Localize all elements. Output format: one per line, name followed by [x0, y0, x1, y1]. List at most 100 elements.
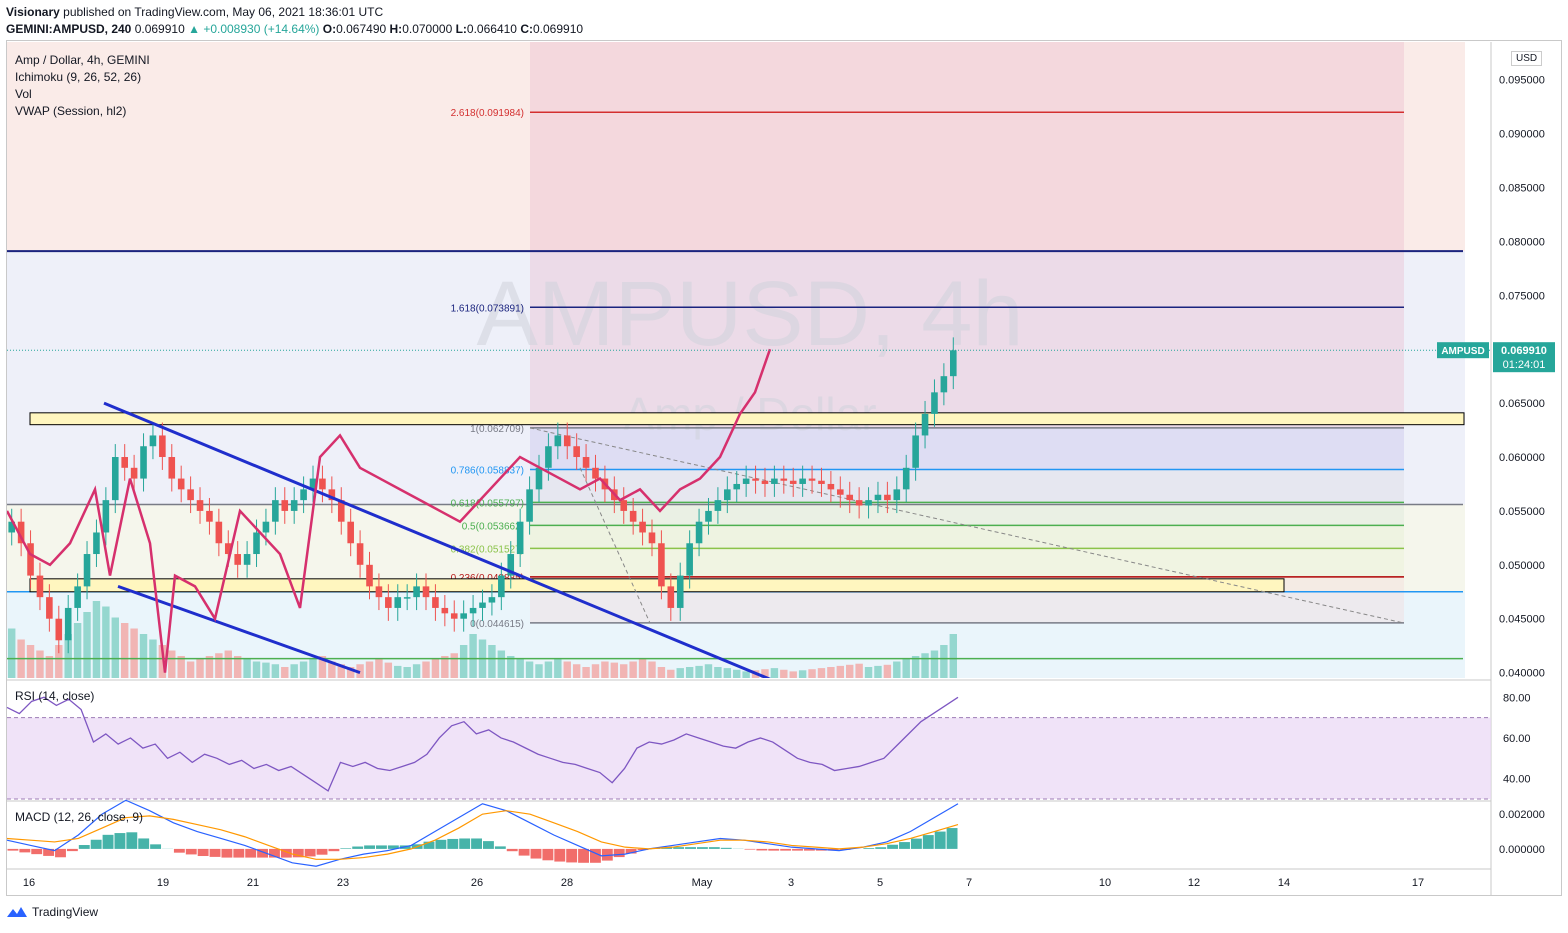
volume-bar [299, 661, 308, 678]
volume-bar [883, 664, 892, 678]
fib-level-label: 0(0.044615) [470, 619, 524, 630]
publish-date: published on TradingView.com, May 06, 20… [63, 5, 384, 19]
time-axis[interactable]: 16 19 21 23 26 28 May 3 5 7 10 12 14 17 [7, 868, 1491, 889]
volume-bar [186, 661, 195, 678]
macd-histogram-bar [696, 847, 708, 849]
macd-histogram-bar [792, 848, 803, 851]
macd-histogram-bar [708, 847, 720, 849]
candle-body [102, 500, 110, 533]
time-tick-label: 3 [788, 877, 794, 889]
macd-histogram-bar [922, 835, 934, 849]
macd-line [6, 799, 959, 867]
macd-histogram-bar [768, 848, 780, 851]
fib-zone [530, 502, 1404, 526]
macd-histogram-bar [197, 848, 209, 857]
candle-body [432, 597, 439, 608]
high-label: H: [389, 22, 403, 36]
candle-body [206, 510, 213, 522]
candle-body [403, 597, 411, 599]
rsi-band [7, 717, 1491, 799]
volume-bar [733, 669, 741, 678]
macd-histogram-bar [316, 848, 328, 855]
volume-bar [139, 634, 148, 678]
volume-bar [770, 668, 779, 678]
macd-histogram-bar [780, 848, 792, 851]
time-tick-label: 23 [337, 877, 349, 889]
candle-body [168, 457, 176, 479]
macd-legend[interactable]: MACD (12, 26, close, 9) [15, 810, 144, 824]
candle-body [884, 494, 891, 501]
footer[interactable]: TradingView [6, 905, 98, 919]
volume-bar [252, 661, 261, 678]
fib-level-label: 1.618(0.073891) [451, 303, 524, 314]
volume-bar [949, 634, 957, 678]
volume-bar [893, 661, 901, 678]
macd-histogram-bar [280, 848, 292, 858]
macd-histogram-bar [613, 848, 625, 858]
macd-histogram-bar [387, 845, 399, 849]
macd-tick-label: 0.000000 [1499, 844, 1545, 856]
macd-histogram-bar [506, 848, 518, 852]
price-axis[interactable]: 0.095000 0.090000 0.085000 0.080000 0.075000… [1437, 42, 1555, 896]
volume-bar [864, 667, 873, 678]
volume-bar [902, 658, 910, 678]
volume-bar [704, 664, 713, 678]
volume-bar [563, 661, 571, 678]
candle-body [394, 597, 402, 608]
macd-histogram-bar [304, 848, 316, 857]
symbol-tag-label: AMPUSD [1441, 346, 1484, 357]
volume-bar [243, 658, 251, 678]
volume-bar [394, 665, 402, 678]
volume-bar [196, 658, 204, 678]
candle-body [121, 457, 128, 468]
volume-bar [846, 664, 854, 678]
volume-bar [422, 661, 430, 678]
legend-title[interactable]: Amp / Dollar, 4h, GEMINI [15, 53, 150, 67]
volume-bar [36, 650, 44, 678]
projection-line [529, 427, 1405, 624]
candle-body [827, 483, 835, 490]
candle-body [545, 446, 552, 468]
candle-body [319, 478, 326, 490]
volume-bar [817, 668, 826, 678]
macd-histogram-bar [435, 839, 447, 849]
volume-bar [375, 658, 383, 678]
open-value: 0.067490 [336, 22, 387, 36]
candle-body [516, 521, 524, 555]
currency-button[interactable]: USD [1511, 51, 1543, 66]
macd-histogram-bar [245, 848, 257, 858]
candle-body [563, 435, 571, 447]
ohlc-header: GEMINI:AMPUSD, 240 0.069910 ▲ +0.008930 … [6, 22, 583, 36]
macd-histogram-bar [126, 832, 138, 849]
volume-bar [215, 653, 223, 678]
candle-body [196, 500, 204, 511]
volume-bar [431, 658, 440, 678]
volume-bar [459, 645, 468, 678]
main-legend: Amp / Dollar, 4h, GEMINI Ichimoku (9, 26… [15, 52, 150, 120]
candle-body [413, 586, 420, 598]
footer-brand: TradingView [32, 905, 99, 919]
legend-vwap[interactable]: VWAP (Session, hl2) [15, 104, 127, 118]
candle-body [111, 457, 119, 501]
volume-bar [233, 656, 242, 678]
macd-histogram-bar [459, 838, 471, 849]
volume-bar [582, 667, 590, 678]
volume-bar [168, 650, 176, 678]
legend-vol[interactable]: Vol [15, 87, 32, 101]
rsi-legend[interactable]: RSI (14, close) [15, 689, 95, 703]
candle-body [300, 489, 307, 501]
publisher-name[interactable]: Visionary [6, 5, 60, 19]
volume-bar [620, 664, 628, 678]
candle-body [921, 413, 929, 436]
candle-body [808, 478, 816, 481]
macd-histogram-bar [601, 848, 613, 861]
candle-body [705, 510, 712, 522]
overlays [7, 348, 1491, 678]
macd-histogram-bar [102, 834, 114, 849]
candle-body [17, 521, 25, 544]
candle-body [686, 543, 693, 576]
macd-histogram-bar [292, 848, 304, 858]
legend-ichimoku[interactable]: Ichimoku (9, 26, 52, 26) [15, 70, 142, 84]
high-value: 0.070000 [402, 22, 453, 36]
